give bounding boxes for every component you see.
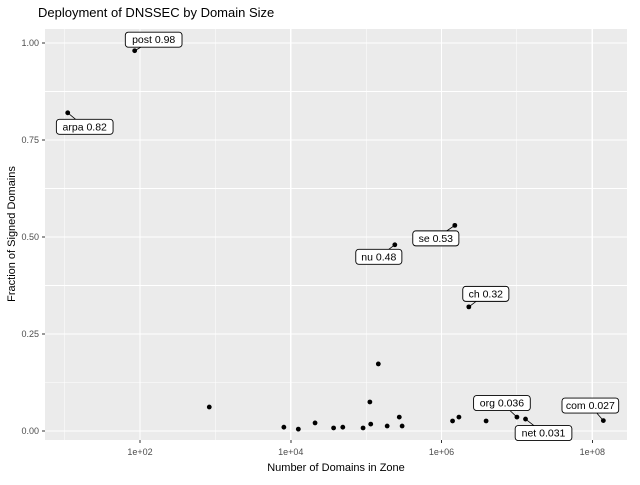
data-point [368, 421, 374, 427]
chart-title: Deployment of DNSSEC by Domain Size [38, 5, 274, 20]
x-axis-tick-label: 1e+06 [429, 447, 454, 457]
data-point [360, 425, 366, 431]
point-label: se 0.53 [419, 233, 454, 245]
y-axis-tick-label: 0.00 [21, 426, 39, 436]
axis-ticks [42, 42, 593, 443]
point-label-box [124, 31, 183, 48]
point-label-box [55, 118, 114, 135]
plot-panel [45, 29, 627, 440]
y-axis-tick-label: 0.50 [21, 232, 39, 242]
data-point [384, 423, 390, 429]
y-axis-tick-label: 0.25 [21, 329, 39, 339]
data-point [295, 426, 301, 432]
point-labels: post 0.98 arpa 0.82 se 0.53 nu 0.48 ch 0.32 o… [55, 31, 620, 441]
data-point [483, 418, 489, 424]
point-label-box [473, 395, 531, 412]
y-axis-tick-label: 1.00 [21, 38, 39, 48]
data-point [399, 423, 405, 429]
x-axis-tick-label: 1e+04 [278, 447, 303, 457]
point-label-box [561, 397, 620, 414]
point-label-box [514, 425, 573, 441]
x-axis-tick-label: 1e+08 [580, 447, 605, 457]
data-point [396, 414, 402, 420]
point-label: com 0.027 [566, 400, 615, 412]
minor-gridlines [45, 29, 627, 440]
point-label: org 0.036 [480, 398, 525, 410]
data-point [450, 418, 455, 424]
data-point [331, 425, 337, 431]
axis-tick-labels: 1e+02 1e+04 1e+06 1e+08 0.00 0.25 0.50 0.75 1.00 [21, 38, 604, 457]
point-label: post 0.98 [132, 34, 175, 46]
y-axis-tick-label: 0.75 [21, 135, 39, 145]
point-label-box [462, 285, 510, 302]
data-point [340, 424, 346, 430]
data-point [367, 399, 373, 405]
data-point [206, 404, 212, 410]
point-label: net 0.031 [522, 428, 566, 440]
data-point [375, 361, 381, 367]
data-point [281, 424, 287, 430]
point-label-box [412, 230, 460, 247]
y-axis-title: Fraction of Signed Domains [6, 166, 18, 302]
data-point [456, 414, 462, 420]
data-point [312, 420, 318, 426]
point-label-box [355, 248, 403, 265]
point-label: arpa 0.82 [63, 121, 108, 133]
point-label: nu 0.48 [361, 251, 396, 263]
point-label: ch 0.32 [469, 288, 504, 300]
x-axis-tick-label: 1e+02 [127, 447, 152, 457]
x-axis-title: Number of Domains in Zone [267, 462, 405, 474]
